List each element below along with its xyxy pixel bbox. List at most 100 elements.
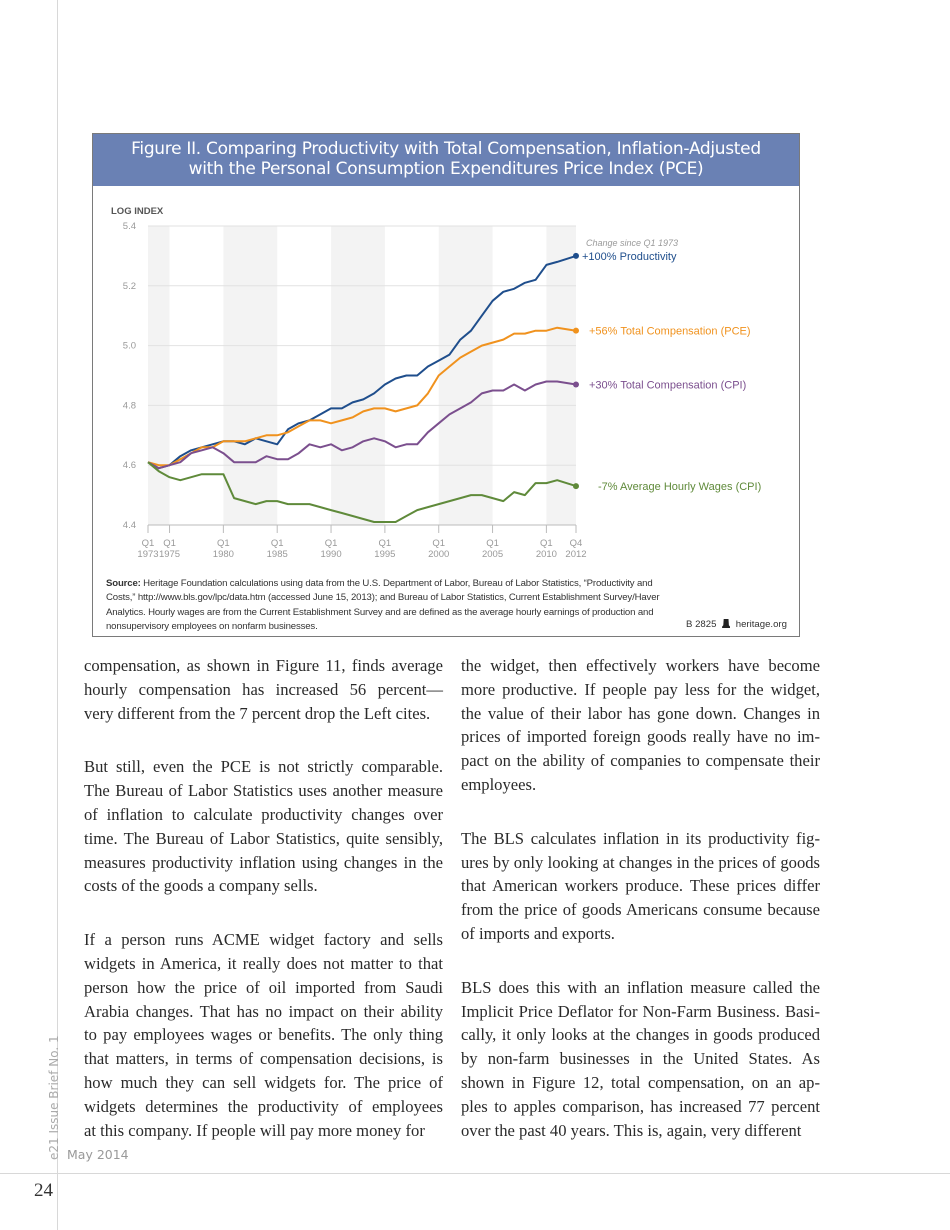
- series-end-point: [573, 327, 579, 334]
- text-line: pact on the ability of companies to comp…: [461, 751, 820, 771]
- text-line: over the past 40 years. This is, again, …: [461, 1120, 802, 1140]
- text-line: compensation, as shown in Figure 11, fin…: [84, 656, 443, 675]
- y-tick-label: 4.8: [123, 400, 136, 411]
- figure-title-line1: Figure II. Comparing Productivity with T…: [131, 139, 761, 159]
- x-tick-year: 1995: [374, 549, 395, 560]
- series-end-point: [573, 252, 579, 259]
- y-tick-label: 5.0: [123, 341, 136, 352]
- credit-site: heritage.org: [735, 619, 787, 630]
- x-tick-year: 2012: [565, 549, 586, 560]
- x-tick-year: 1985: [267, 549, 288, 560]
- series-name: Total Compensation (PCE): [620, 326, 750, 338]
- figure-title: Figure II. Comparing Productivity with T…: [93, 134, 799, 186]
- shaded-band: [223, 226, 278, 525]
- issue-date: May 2014: [67, 1147, 129, 1162]
- x-tick-year: 1973: [137, 549, 158, 560]
- x-tick-quarter: Q1: [142, 538, 155, 549]
- text-line: time. The Bureau of Labor Statistics, qu…: [84, 828, 443, 848]
- text-line: shown in Figure 12, total compensation, …: [461, 1072, 820, 1092]
- text-line: hourly compensation has increased 56 per…: [84, 679, 443, 699]
- series-end-point: [573, 381, 579, 388]
- paragraph: The BLS calculates inflation in its prod…: [461, 827, 820, 946]
- body-column-left: compensation, as shown in Figure 11, fin…: [84, 654, 443, 1172]
- series-label: -7% Average Hourly Wages (CPI): [598, 481, 761, 493]
- paragraph: But still, even the PCE is not strictly …: [84, 755, 443, 898]
- x-tick-quarter: Q1: [486, 538, 499, 549]
- text-line: the value of their labor has gone down. …: [461, 703, 820, 723]
- series-change: +56%: [589, 326, 620, 338]
- shaded-band: [546, 226, 576, 525]
- text-line: very different from the 7 percent drop t…: [84, 703, 431, 723]
- text-line: the widget, then effectively workers hav…: [461, 656, 820, 675]
- text-line: But still, even the PCE is not strictly …: [84, 757, 443, 777]
- x-tick-quarter: Q1: [540, 538, 553, 549]
- x-tick-quarter: Q1: [271, 538, 284, 549]
- text-line: If a person runs ACME widget factory and…: [84, 930, 443, 950]
- y-tick-label: 5.4: [123, 221, 136, 232]
- series-end-point: [573, 483, 579, 490]
- series-name: Total Compensation (CPI): [620, 379, 746, 391]
- text-line: Implicit Price Deflator for Non-Farm Bus…: [461, 1001, 820, 1021]
- text-line: that matters, in terms of compensation d…: [84, 1049, 443, 1069]
- x-tick-quarter: Q1: [163, 538, 176, 549]
- source-text: Heritage Foundation calculations using d…: [106, 578, 660, 632]
- footer-rule: [0, 1173, 950, 1174]
- text-line: employees.: [461, 774, 537, 794]
- text-line: costs of the goods a company sells.: [84, 876, 318, 896]
- figure-title-line2: with the Personal Consumption Expenditur…: [188, 159, 704, 179]
- x-tick-year: 1980: [213, 549, 234, 560]
- series-label: +100% Productivity: [582, 251, 677, 263]
- series-change: +100%: [582, 251, 620, 263]
- x-tick-year: 1975: [159, 549, 180, 560]
- margin-rule: [57, 0, 58, 1230]
- text-line: cally, it only looks at the changes in g…: [461, 1025, 820, 1045]
- text-line: more productive. If people pay less for …: [461, 679, 820, 699]
- x-tick-year: 2005: [482, 549, 503, 560]
- x-tick-year: 2000: [428, 549, 449, 560]
- series-line: [147, 461, 577, 523]
- text-line: BLS does this with an inflation measure …: [461, 977, 820, 997]
- shaded-band: [148, 226, 170, 525]
- text-line: at this company. If people will pay more…: [84, 1120, 425, 1140]
- publication-label: e21 Issue Brief No. 1: [47, 1035, 61, 1160]
- series-name: Productivity: [620, 251, 677, 263]
- text-line: by non-farm businesses in the United Sta…: [461, 1049, 820, 1069]
- body-column-right: the widget, then effectively workers hav…: [461, 654, 820, 1172]
- text-line: prices of imported foreign goods really …: [461, 727, 820, 747]
- y-tick-label: 4.6: [123, 460, 136, 471]
- series-name: Average Hourly Wages (CPI): [620, 481, 761, 493]
- page-number: 24: [34, 1180, 53, 1201]
- series-label: +30% Total Compensation (CPI): [589, 379, 746, 391]
- shaded-band: [438, 226, 493, 525]
- y-axis-label: LOG INDEX: [111, 206, 164, 217]
- text-line: to pay employees wages or benefits. The …: [84, 1025, 443, 1045]
- series-change: -7%: [598, 481, 620, 493]
- x-tick-quarter: Q4: [570, 538, 583, 549]
- series-line: [147, 254, 577, 470]
- text-line: ures by only looking at changes in the p…: [461, 852, 820, 872]
- figure-source: Source: Heritage Foundation calculations…: [106, 577, 666, 634]
- x-tick-year: 1990: [320, 549, 341, 560]
- credit-code: B 2825: [686, 619, 717, 630]
- paragraph: BLS does this with an inflation measure …: [461, 976, 820, 1143]
- text-line: ples to apples comparison, has increased…: [461, 1096, 820, 1116]
- x-tick-quarter: Q1: [432, 538, 445, 549]
- text-line: that American workers produce. These pri…: [461, 876, 820, 896]
- series-label: +56% Total Compensation (PCE): [589, 326, 751, 338]
- series-change: +30%: [589, 379, 620, 391]
- text-line: of inflation to calculate productivity c…: [84, 804, 443, 824]
- figure-11: Figure II. Comparing Productivity with T…: [92, 133, 800, 637]
- paragraph: compensation, as shown in Figure 11, fin…: [84, 654, 443, 725]
- paragraph: If a person runs ACME widget factory and…: [84, 928, 443, 1142]
- text-line: from the price of goods Americans consum…: [461, 900, 820, 920]
- text-line: of imports and exports.: [461, 923, 615, 943]
- x-tick-quarter: Q1: [325, 538, 338, 549]
- series-line: [147, 326, 577, 467]
- text-line: widgets in America, it really does not m…: [84, 953, 443, 973]
- paragraph: the widget, then effectively workers hav…: [461, 654, 820, 797]
- source-label: Source:: [106, 578, 141, 589]
- series-line: [147, 380, 577, 470]
- x-tick-quarter: Q1: [217, 538, 230, 549]
- text-line: The BLS calculates inflation in its prod…: [461, 828, 820, 848]
